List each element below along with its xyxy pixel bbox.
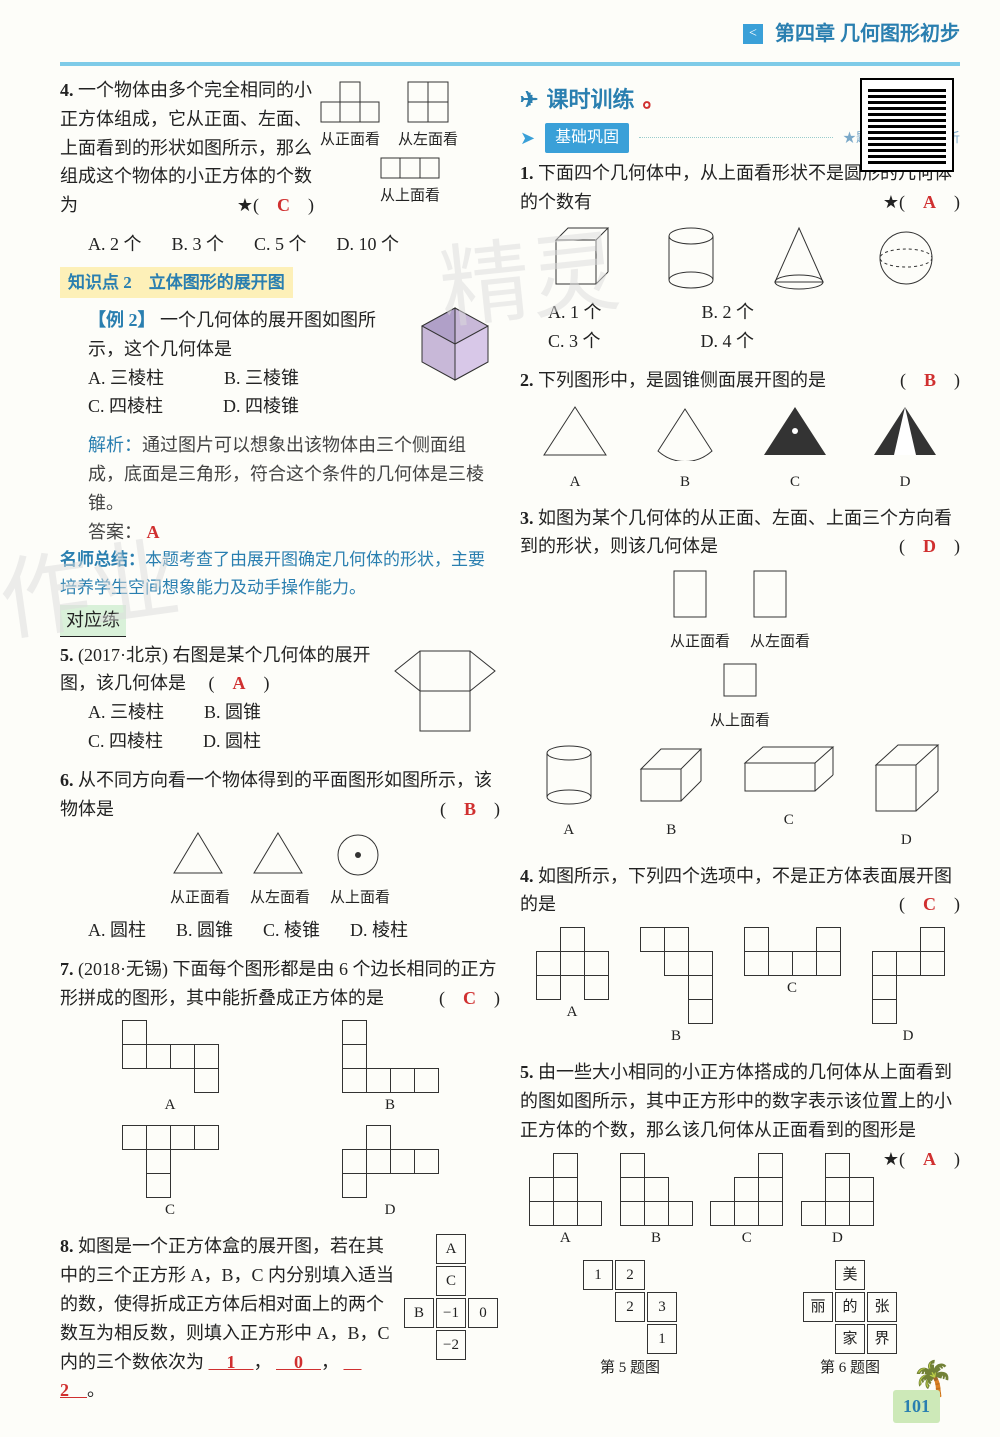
subsection: 基础巩固 (545, 123, 629, 153)
plane-icon: ✈ (520, 82, 538, 117)
teacher-note: 名师总结：本题考查了由展开图确定几何体的形状，主要培养学生空间想象能力及动手操作… (60, 546, 500, 600)
q4: 4. 一个物体由多个完全相同的小正方体组成，它从正面、左面、上面看到的形状如图所… (60, 76, 500, 220)
right-column: ✈ 课时训练。 ➤ 基础巩固 ★题详解见答案解析 1. 下面四个几何体中，从上面… (520, 76, 960, 1415)
caret-icon: < (743, 24, 763, 44)
r4: 4. 如图所示，下列四个选项中，不是正方体表面展开图的是 ( C ) A B C… (520, 862, 960, 1049)
r1: 1. 下面四个几何体中，从上面看形状不是圆形的几何体的个数有 ★( A ) A.… (520, 159, 960, 356)
r2: 2. 下列图形中，是圆锥侧面展开图的是 ( B ) A B C D (520, 366, 960, 494)
r3: 3. 如图为某个几何体的从正面、左面、上面三个方向看到的形状，则该几何体是 ( … (520, 504, 960, 852)
q8: 8. 如图是一个正方体盒的展开图，若在其中的三个正方形 A，B，C 内分别填入适… (60, 1232, 500, 1405)
header: < 第四章 几何图形初步 (60, 20, 960, 48)
q7: 7. (2018·无锡) 下面每个图形都是由 6 个边长相同的正方形拼成的图形，… (60, 955, 500, 1223)
ex2-analysis: 解析：通过图片可以想象出该物体由三个侧面组成，底面是三角形，符合这个条件的几何体… (88, 431, 500, 517)
q4-num: 4. (60, 80, 74, 100)
arrow-icon: ➤ (520, 124, 535, 153)
kp2: 知识点 2 立体图形的展开图 (60, 267, 500, 298)
q4-options: A. 2 个 B. 3 个 C. 5 个 D. 10 个 (88, 230, 500, 259)
q8-net: A C B−10 −2 (402, 1232, 500, 1362)
q4-ans: C (277, 195, 290, 215)
q5-figure (390, 641, 500, 741)
dylx: 对应练 (60, 605, 126, 637)
r5: 5. 由一些大小相同的小正方体搭成的几何体从上面看到的图如图所示，其中正方形中的… (520, 1058, 960, 1379)
page-number: 101 (893, 1390, 940, 1423)
q4-figures: 从正面看 从左面看 从上面看 (320, 76, 500, 208)
q5: 5. (2017·北京) 右图是某个几何体的展开图，该几何体是 ( A ) A.… (60, 641, 500, 756)
header-rule (60, 62, 960, 66)
example2: 【例 2】 一个几何体的展开图如图所示，这个几何体是 A. 三棱柱 B. 三棱锥… (60, 306, 500, 421)
left-column: 4. 一个物体由多个完全相同的小正方体组成，它从正面、左面、上面看到的形状如图所… (60, 76, 500, 1415)
chapter-title: 第四章 几何图形初步 (775, 18, 960, 50)
qr-code (862, 80, 952, 170)
ex2-figure (410, 306, 500, 396)
q6: 6. 从不同方向看一个物体得到的平面图形如图所示，该物体是 ( B ) 从正面看… (60, 766, 500, 945)
ex2-answer: 答案： A (88, 518, 500, 547)
